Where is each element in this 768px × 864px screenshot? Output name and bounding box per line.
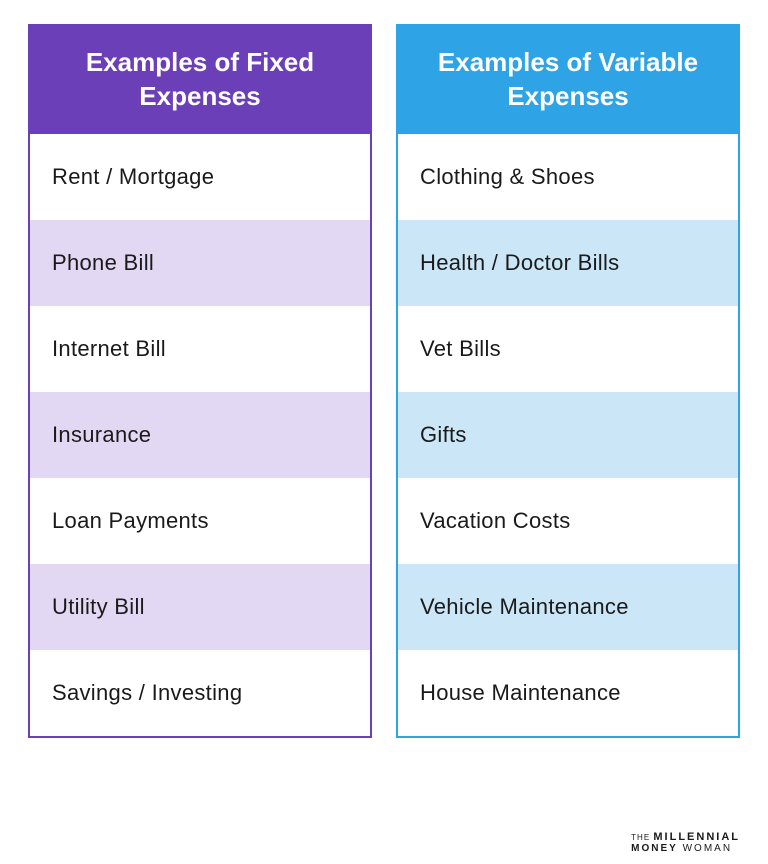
table-row: Vacation Costs <box>398 478 738 564</box>
table-row: Internet Bill <box>30 306 370 392</box>
table-row: Utility Bill <box>30 564 370 650</box>
table-row: House Maintenance <box>398 650 738 736</box>
table-row: Health / Doctor Bills <box>398 220 738 306</box>
table-row: Savings / Investing <box>30 650 370 736</box>
two-column-table: Examples of Fixed Expenses Rent / Mortga… <box>28 24 740 738</box>
variable-expenses-column: Examples of Variable Expenses Clothing &… <box>396 24 740 738</box>
attribution-logo: THE MILLENNIAL MONEY WOMAN <box>631 831 740 854</box>
table-row: Vet Bills <box>398 306 738 392</box>
table-row: Clothing & Shoes <box>398 134 738 220</box>
table-row: Phone Bill <box>30 220 370 306</box>
table-row: Vehicle Maintenance <box>398 564 738 650</box>
table-row: Insurance <box>30 392 370 478</box>
fixed-header: Examples of Fixed Expenses <box>30 26 370 134</box>
table-row: Loan Payments <box>30 478 370 564</box>
attribution-line2: MONEY WOMAN <box>631 843 740 854</box>
table-row: Rent / Mortgage <box>30 134 370 220</box>
attribution-line1: THE MILLENNIAL <box>631 831 740 843</box>
fixed-expenses-column: Examples of Fixed Expenses Rent / Mortga… <box>28 24 372 738</box>
variable-header: Examples of Variable Expenses <box>398 26 738 134</box>
table-row: Gifts <box>398 392 738 478</box>
